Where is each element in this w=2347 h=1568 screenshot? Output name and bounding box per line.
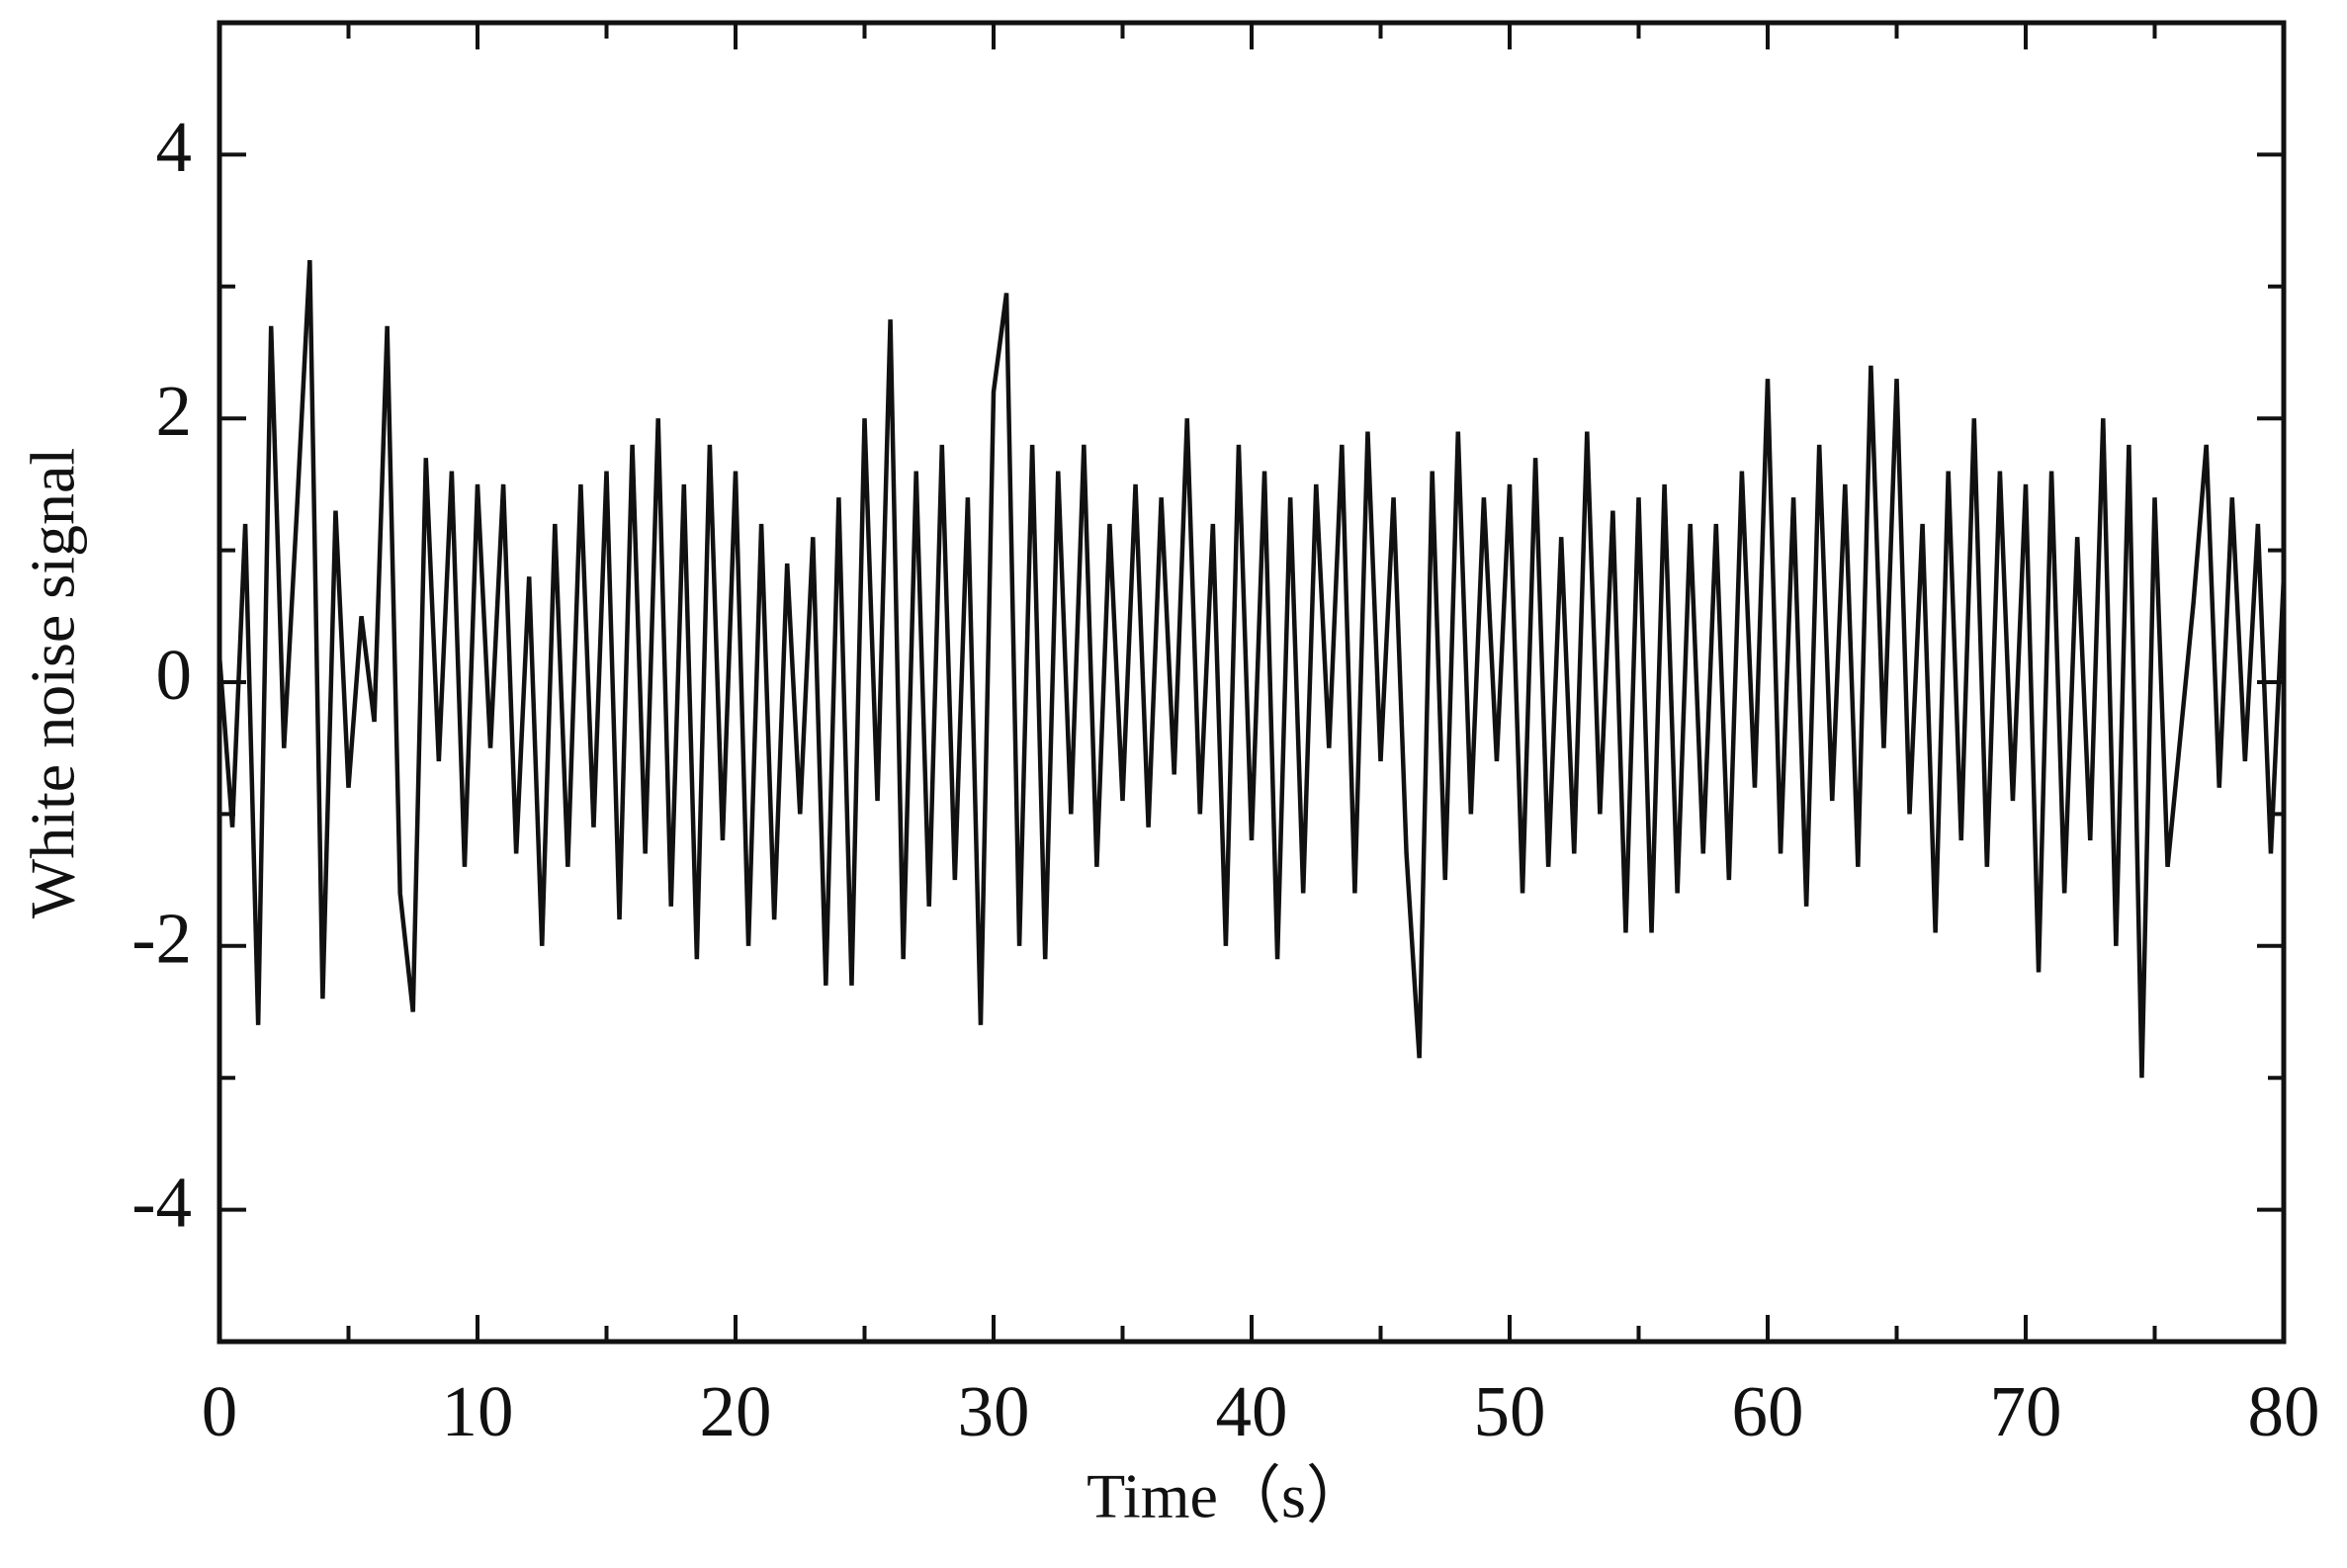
- x-tick-label: 0: [202, 1371, 238, 1451]
- x-tick-label: 60: [1732, 1371, 1804, 1451]
- x-tick-label: 50: [1474, 1371, 1546, 1451]
- x-tick-label: 40: [1216, 1371, 1288, 1451]
- y-tick-label: 0: [156, 635, 193, 715]
- plot-frame: [217, 20, 2287, 1345]
- y-tick-label: -2: [131, 899, 192, 979]
- x-tick-label: 30: [958, 1371, 1030, 1451]
- signal-line: [217, 260, 2287, 1079]
- x-tick-label: 80: [2248, 1371, 2320, 1451]
- x-tick-label: 10: [442, 1371, 514, 1451]
- y-axis-label: White noise signal: [18, 448, 88, 918]
- x-axis-label: Time（s）: [1087, 1461, 1369, 1531]
- x-tick-label: 70: [1990, 1371, 2062, 1451]
- x-tick-label: 20: [700, 1371, 772, 1451]
- y-tick-label: 4: [156, 107, 193, 187]
- y-tick-label: 2: [156, 371, 193, 451]
- y-tick-label: -4: [131, 1162, 192, 1242]
